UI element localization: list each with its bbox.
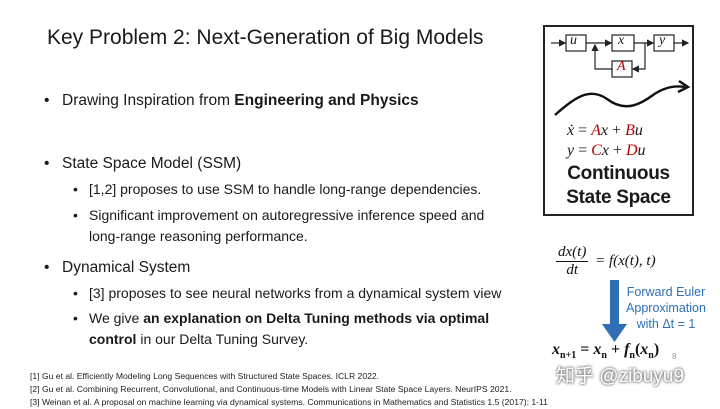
watermark: 知乎 @zibuyu9 bbox=[556, 366, 685, 387]
block-y-label: y bbox=[659, 33, 666, 48]
bullet-dot: • bbox=[73, 181, 78, 197]
euler-line2: Approximation bbox=[626, 301, 706, 315]
subbullet-ssm-1: • [1,2] proposes to use SSM to handle lo… bbox=[73, 179, 482, 200]
bullet-dot: • bbox=[73, 207, 78, 223]
slide-title: Key Problem 2: Next-Generation of Big Mo… bbox=[47, 26, 484, 49]
subbullet-dyn-2: • We give an explanation on Delta Tuning… bbox=[73, 308, 490, 350]
subbullet-dyn-2-bold1: an explanation on Delta Tuning methods v… bbox=[143, 310, 490, 326]
ode-denominator: dt bbox=[566, 262, 578, 278]
subbullet-ssm-2-line2: long-range reasoning performance. bbox=[89, 228, 308, 244]
subbullet-dyn-1-text: [3] proposes to see neural networks from… bbox=[89, 285, 502, 301]
euler-line3: with Δt = 1 bbox=[636, 317, 696, 331]
ode-equation: dx(t) dt = f(x(t), t) bbox=[556, 244, 656, 279]
euler-line1: Forward Euler bbox=[626, 285, 706, 299]
bullet-dot: • bbox=[44, 155, 50, 172]
bullet-inspiration-bold: Engineering and Physics bbox=[234, 92, 419, 109]
bullet-ssm-text: State Space Model (SSM) bbox=[62, 155, 242, 172]
bullet-ssm: • State Space Model (SSM) bbox=[44, 153, 242, 175]
bullet-dynamical-text: Dynamical System bbox=[62, 259, 191, 276]
discrete-equation: xn+1 = xn + fn(xn) bbox=[552, 341, 660, 362]
euler-arrow-icon bbox=[602, 280, 627, 342]
reference-1: [1] Gu et al. Efficiently Modeling Long … bbox=[30, 371, 380, 381]
subbullet-dyn-1: • [3] proposes to see neural networks fr… bbox=[73, 283, 502, 304]
bullet-dynamical: • Dynamical System bbox=[44, 257, 191, 279]
subbullet-dyn-2-suffix: in our Delta Tuning Survey. bbox=[136, 331, 309, 347]
ode-rhs: = f(x(t), t) bbox=[595, 253, 656, 269]
euler-annotation: Forward Euler Approximation with Δt = 1 bbox=[620, 284, 712, 332]
ssm-figure: u x y A ẋ = Ax + Bu y = Cx + Du Continuo… bbox=[543, 25, 694, 216]
block-u-label: u bbox=[570, 33, 577, 48]
state-space-label: State Space bbox=[566, 187, 671, 208]
reference-3: [3] Weinan et al. A proposal on machine … bbox=[30, 397, 548, 407]
reference-2: [2] Gu et al. Combining Recurrent, Convo… bbox=[30, 384, 512, 394]
subbullet-dyn-2-bold2: control bbox=[89, 331, 137, 347]
subbullet-ssm-1-text: [1,2] proposes to use SSM to handle long… bbox=[89, 181, 482, 197]
ssm-block-diagram bbox=[551, 34, 691, 116]
continuous-label: Continuous bbox=[567, 163, 670, 184]
bullet-inspiration: • Drawing Inspiration from Engineering a… bbox=[44, 90, 419, 112]
subbullet-dyn-2-prefix: We give bbox=[89, 310, 144, 326]
state-equation: ẋ = Ax + Bu bbox=[567, 122, 643, 139]
bullet-dot: • bbox=[44, 92, 50, 109]
references: [1] Gu et al. Efficiently Modeling Long … bbox=[30, 370, 548, 409]
output-equation: y = Cx + Du bbox=[567, 142, 646, 159]
subbullet-ssm-2: • Significant improvement on autoregress… bbox=[73, 205, 485, 247]
subbullet-ssm-2-line1: Significant improvement on autoregressiv… bbox=[89, 207, 485, 223]
block-A-label: A bbox=[617, 59, 626, 74]
page-number: 8 bbox=[672, 352, 677, 361]
bullet-inspiration-prefix: Drawing Inspiration from bbox=[62, 92, 235, 109]
bullet-dot: • bbox=[73, 285, 78, 301]
bullet-dot: • bbox=[73, 310, 78, 326]
block-x-label: x bbox=[618, 33, 625, 48]
ode-numerator: dx(t) bbox=[556, 244, 589, 262]
bullet-dot: • bbox=[44, 259, 50, 276]
trajectory-curve bbox=[554, 85, 686, 116]
